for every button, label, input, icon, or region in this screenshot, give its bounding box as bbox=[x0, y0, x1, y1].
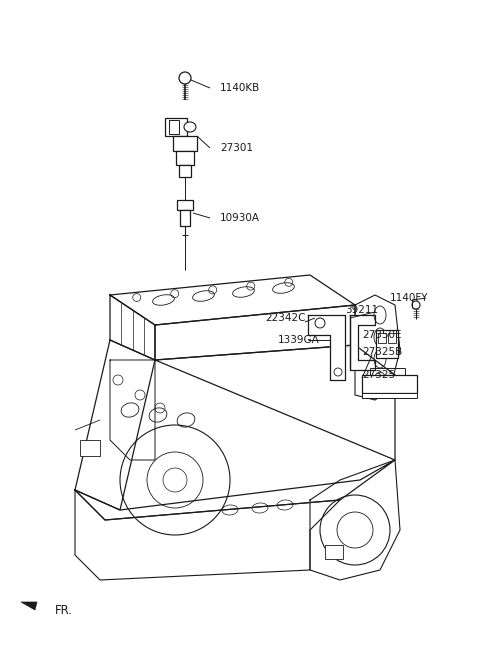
Bar bbox=[362, 375, 417, 393]
Bar bbox=[165, 118, 187, 136]
Text: FR.: FR. bbox=[55, 604, 73, 617]
Bar bbox=[80, 440, 100, 456]
Text: 1140FY: 1140FY bbox=[390, 293, 429, 303]
Circle shape bbox=[179, 72, 191, 84]
Text: 22342C: 22342C bbox=[265, 313, 305, 323]
Bar bbox=[325, 545, 343, 559]
Bar bbox=[362, 393, 417, 398]
Polygon shape bbox=[21, 602, 37, 610]
Text: 1339GA: 1339GA bbox=[278, 335, 320, 345]
Bar bbox=[388, 333, 396, 343]
Bar bbox=[378, 333, 386, 343]
Ellipse shape bbox=[184, 122, 196, 132]
Text: 27325B: 27325B bbox=[362, 347, 402, 357]
Text: 27301: 27301 bbox=[220, 143, 253, 153]
Text: 1140KB: 1140KB bbox=[220, 83, 260, 93]
Bar bbox=[169, 120, 179, 134]
Text: 27350E: 27350E bbox=[362, 330, 401, 340]
Text: 27325: 27325 bbox=[362, 370, 395, 380]
Bar bbox=[177, 200, 193, 210]
Text: 10930A: 10930A bbox=[220, 213, 260, 223]
Bar bbox=[176, 151, 194, 165]
Polygon shape bbox=[308, 315, 345, 380]
Bar bbox=[180, 210, 190, 226]
Text: 39211: 39211 bbox=[345, 305, 378, 315]
Bar bbox=[179, 165, 191, 177]
Bar bbox=[173, 136, 197, 151]
Polygon shape bbox=[350, 315, 375, 370]
Bar bbox=[376, 330, 398, 358]
